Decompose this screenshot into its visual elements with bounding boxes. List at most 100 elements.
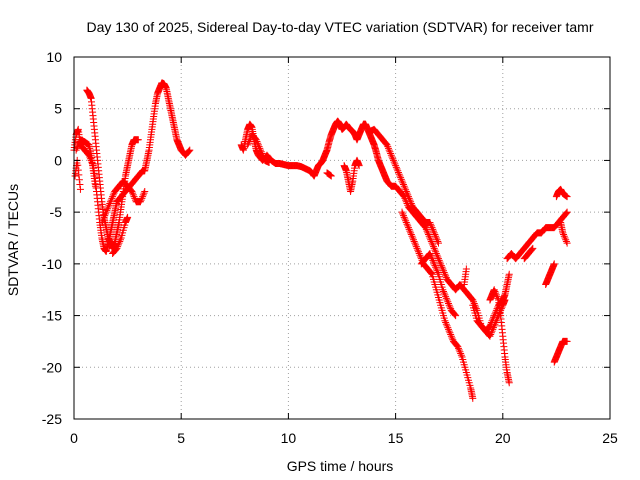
data-point	[128, 187, 136, 195]
data-point	[407, 198, 415, 206]
data-point	[74, 166, 82, 174]
data-point	[256, 144, 264, 152]
y-tick-label: 0	[54, 152, 62, 168]
y-tick-labels: -25 -20 -15 -10 -5 0 5 10	[42, 49, 62, 427]
data-point	[439, 286, 447, 294]
data-point	[442, 293, 450, 301]
data-point	[440, 268, 448, 276]
data-point	[427, 237, 435, 245]
data-point	[401, 184, 409, 192]
data-point	[257, 146, 265, 154]
data-point	[441, 270, 449, 278]
data-point	[384, 143, 392, 151]
data-point	[432, 265, 440, 273]
data-point	[441, 291, 449, 299]
data-point	[100, 213, 108, 221]
data-point	[560, 232, 568, 240]
data-point	[405, 194, 413, 202]
data-point	[129, 191, 137, 199]
data-point	[562, 192, 570, 200]
data-point	[494, 313, 502, 321]
data-point	[254, 141, 262, 149]
data-point	[529, 244, 537, 252]
data-point	[454, 344, 462, 352]
data-point	[109, 193, 117, 201]
data-point	[327, 172, 335, 180]
data-point	[433, 267, 441, 275]
data-point	[114, 241, 122, 249]
data-point	[407, 231, 415, 239]
data-point	[431, 246, 439, 254]
data-point	[383, 141, 391, 149]
data-point	[427, 220, 435, 228]
data-point	[411, 239, 419, 247]
data-point	[405, 225, 413, 233]
data-point	[109, 191, 117, 199]
data-point	[129, 189, 137, 197]
data-point	[427, 268, 435, 276]
data-point	[423, 227, 431, 235]
data-point	[432, 250, 440, 258]
data-point	[435, 256, 443, 264]
data-point	[488, 327, 496, 335]
data-point	[428, 255, 436, 263]
data-point	[434, 239, 442, 247]
data-point	[399, 212, 407, 220]
data-point	[489, 325, 497, 333]
data-point	[408, 232, 416, 240]
data-point	[102, 208, 110, 216]
data-point	[255, 143, 263, 151]
data-point	[394, 168, 402, 176]
data-point	[391, 160, 399, 168]
data-point	[412, 243, 420, 251]
data-point	[492, 289, 500, 297]
data-point	[101, 212, 109, 220]
data-point	[104, 203, 112, 211]
data-point	[108, 194, 116, 202]
data-point	[327, 171, 335, 179]
data-point	[412, 241, 420, 249]
data-point	[74, 143, 82, 151]
y-tick-label: -15	[42, 308, 62, 324]
data-point	[415, 250, 423, 258]
data-point	[107, 196, 115, 204]
data-point	[430, 229, 438, 237]
data-point	[385, 146, 393, 154]
data-point	[427, 236, 435, 244]
data-point	[431, 231, 439, 239]
data-point	[389, 156, 397, 164]
data-point	[406, 227, 414, 235]
data-point	[429, 256, 437, 264]
data-point	[406, 196, 414, 204]
data-point	[398, 177, 406, 185]
data-point	[130, 193, 138, 201]
data-point	[442, 320, 450, 328]
data-point	[387, 151, 395, 159]
data-point	[494, 294, 502, 302]
data-point	[389, 155, 397, 163]
data-point	[427, 222, 435, 230]
data-point	[429, 227, 437, 235]
data-point	[451, 311, 459, 319]
data-point	[448, 334, 456, 342]
x-tick-label: 15	[388, 430, 404, 446]
data-point	[439, 287, 447, 295]
data-point	[442, 272, 450, 280]
data-point	[505, 270, 513, 278]
data-point	[413, 244, 421, 252]
plot-frame	[73, 56, 611, 420]
data-point	[396, 172, 404, 180]
data-point	[99, 215, 107, 223]
data-point	[432, 263, 440, 271]
data-point	[395, 170, 403, 178]
data-point	[446, 329, 454, 337]
data-point	[429, 241, 437, 249]
data-point	[404, 224, 412, 232]
data-point	[259, 151, 267, 159]
data-point	[490, 286, 498, 294]
data-point	[254, 139, 262, 147]
data-point	[450, 310, 458, 318]
data-point	[387, 150, 395, 158]
data-point	[528, 245, 536, 253]
data-point	[527, 246, 535, 254]
